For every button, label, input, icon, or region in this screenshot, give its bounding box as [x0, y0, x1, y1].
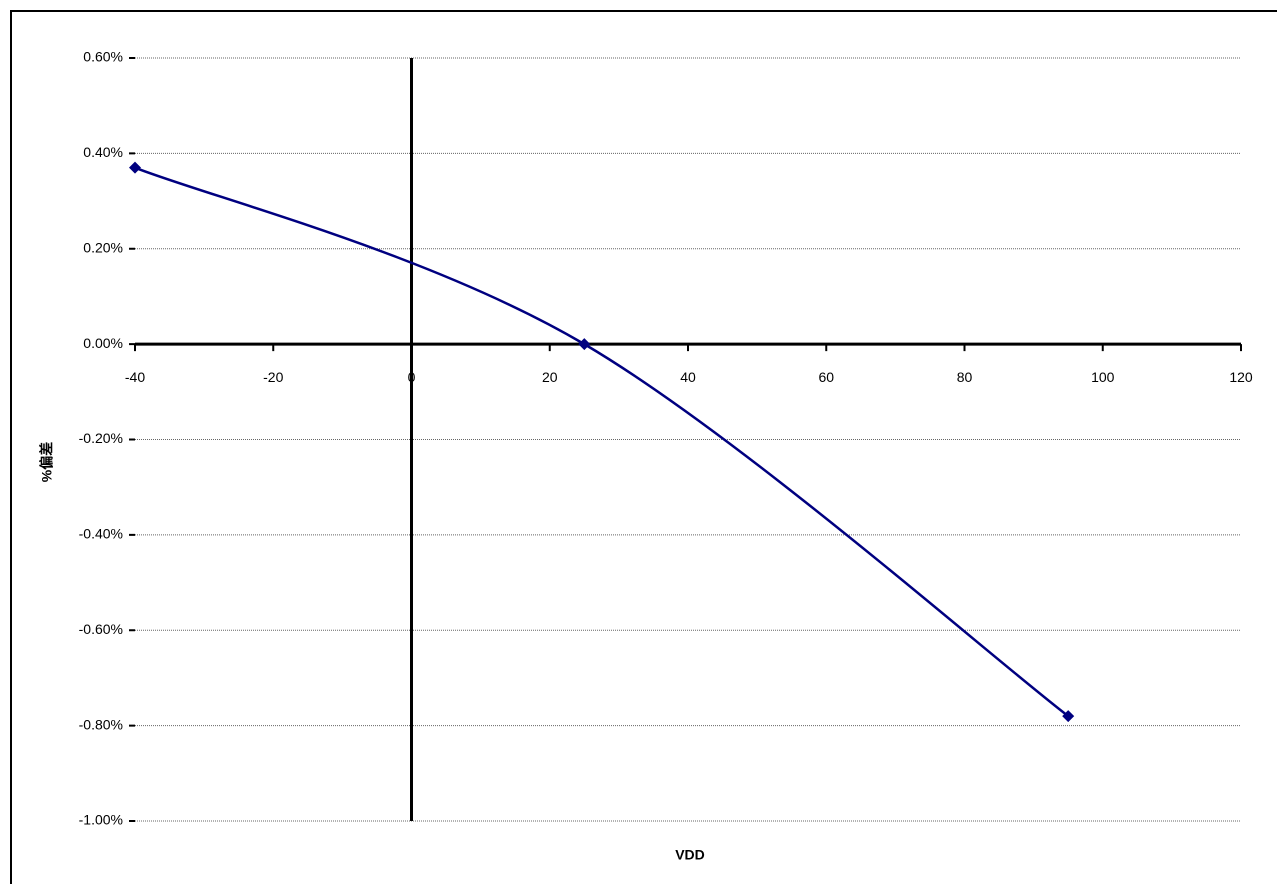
- y-tick-label: -0.60%: [79, 621, 123, 637]
- data-point: [129, 161, 141, 174]
- x-tick-label: -20: [263, 369, 283, 385]
- x-tick-label: 100: [1091, 369, 1115, 385]
- y-axis-label: %偏差: [39, 442, 55, 482]
- y-tick-label: 0.00%: [83, 335, 123, 351]
- x-tick-label: -40: [125, 369, 145, 385]
- y-tick-label: 0.20%: [83, 239, 123, 255]
- x-tick-label: 20: [542, 369, 558, 385]
- y-tick-label: 0.40%: [83, 144, 123, 160]
- x-axis-label: VDD: [675, 847, 705, 863]
- x-tick-label: 60: [818, 369, 834, 385]
- x-tick-label: 40: [680, 369, 696, 385]
- x-tick-label: 120: [1229, 369, 1253, 385]
- data-point: [1062, 710, 1075, 723]
- y-tick-label: 0.60%: [83, 49, 123, 65]
- y-tick-label: -0.80%: [79, 716, 123, 732]
- data-point: [578, 338, 591, 351]
- x-tick-label: 0: [408, 369, 416, 385]
- y-tick-label: -0.20%: [79, 430, 123, 446]
- x-tick-label: 80: [957, 369, 973, 385]
- y-tick-label: -1.00%: [79, 812, 123, 828]
- chart-frame: [10, 10, 1277, 884]
- y-tick-label: -0.40%: [79, 526, 123, 542]
